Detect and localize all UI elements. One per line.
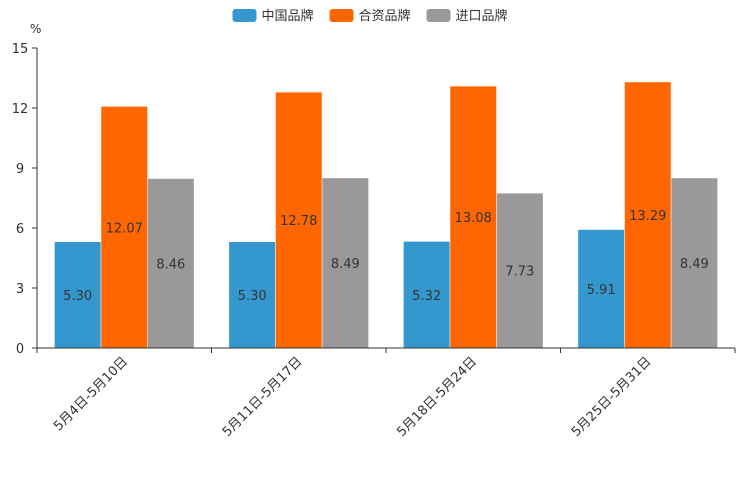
x-category-label: 5月18日-5月24日 — [394, 354, 480, 440]
bar-value-label: 8.46 — [156, 257, 185, 272]
y-tick-label: 3 — [16, 282, 24, 297]
x-category-label: 5月11日-5月17日 — [220, 354, 306, 440]
legend: 中国品牌 合资品牌 进口品牌 — [232, 8, 508, 24]
y-axis-unit-label: % — [30, 22, 41, 36]
bar — [229, 242, 276, 348]
bar-value-label: 8.49 — [680, 257, 709, 272]
legend-label: 合资品牌 — [359, 8, 411, 24]
bar-value-label: 5.30 — [63, 289, 92, 304]
y-tick-label: 0 — [16, 342, 24, 357]
legend-swatch — [329, 9, 354, 22]
x-axis: 5月4日-5月10日 5月11日-5月17日 5月18日-5月24日 5月25日-5月… — [36, 347, 736, 440]
bar-value-label: 12.07 — [106, 221, 143, 236]
bar — [147, 178, 194, 348]
bar-value-label: 13.08 — [455, 211, 492, 226]
y-tick-label: 15 — [12, 42, 29, 57]
y-tick-label: 12 — [12, 102, 29, 117]
bars: 5.30 12.07 8.46 5.30 12.78 8.49 5.32 13.08 7.73 5… — [54, 82, 718, 349]
bar-value-label: 5.91 — [587, 283, 616, 298]
x-category-label: 5月25日-5月31日 — [569, 354, 655, 440]
legend-label: 中国品牌 — [262, 8, 314, 24]
bar-value-label: 5.30 — [238, 289, 267, 304]
bar — [496, 193, 543, 348]
bar-value-label: 8.49 — [331, 257, 360, 272]
bar-value-label: 7.73 — [505, 265, 534, 280]
bar — [578, 229, 625, 348]
bar-value-label: 5.32 — [412, 289, 441, 304]
y-tick-label: 9 — [16, 162, 24, 177]
bar-value-label: 12.78 — [280, 214, 317, 229]
legend-swatch — [426, 9, 451, 22]
legend-swatch — [232, 9, 257, 22]
bar — [671, 178, 718, 348]
bar — [101, 106, 148, 348]
bar-value-label: 13.29 — [629, 209, 666, 224]
bar — [624, 82, 671, 348]
bar — [322, 178, 369, 348]
x-category-label: 5月4日-5月10日 — [51, 354, 131, 434]
bar — [450, 86, 497, 349]
legend-label: 进口品牌 — [456, 8, 508, 24]
bar — [275, 92, 322, 349]
y-axis: 0 3 6 9 12 15 — [12, 42, 38, 357]
bar — [403, 241, 450, 348]
y-tick-label: 6 — [16, 222, 24, 237]
bar — [54, 242, 101, 348]
